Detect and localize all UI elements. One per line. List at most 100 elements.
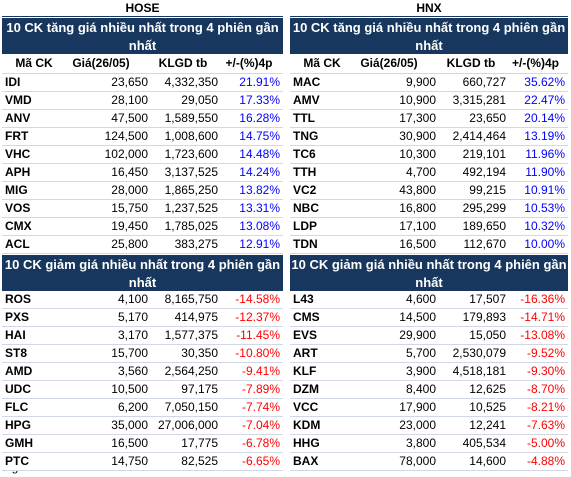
cell: 19,450	[111, 219, 148, 233]
cell: 17,100	[399, 219, 436, 233]
table-row: HPG 35,000 27,006,000 -7.04%	[2, 417, 283, 435]
cell: -9.52%	[526, 346, 565, 360]
column-header: Mã CK Giá(26/05) KLGD tb +/-(%)4p	[290, 54, 568, 74]
table-row: VC2 43,800 99,215 10.91%	[290, 182, 568, 200]
cell: -12.37%	[235, 310, 280, 324]
cell: 112,670	[463, 237, 507, 251]
cell: HPG	[5, 418, 32, 432]
table-row: VOS 15,750 1,237,525 13.31%	[2, 200, 283, 218]
cell: ANV	[5, 111, 31, 125]
cell: 17,900	[399, 400, 436, 414]
cell: 25,800	[111, 237, 148, 251]
table-row: DZM 8,400 12,625 -8.70%	[290, 381, 568, 399]
table-row: CMX 19,450 1,785,025 13.08%	[2, 218, 283, 236]
market-panel: HNX 10 CK tăng giá nhiều nhất trong 4 phi…	[290, 0, 568, 471]
table-row: EVS 29,900 15,050 -13.08%	[290, 327, 568, 345]
column-label: KLGD tb	[158, 56, 208, 70]
cell: 10.00%	[524, 237, 565, 251]
cell: ACL	[5, 237, 30, 251]
cell: 4,700	[405, 165, 436, 179]
cell: 219,101	[462, 147, 506, 161]
cell: -13.08%	[520, 328, 565, 342]
table-row: VCC 17,900 10,525 -8.21%	[290, 399, 568, 417]
table-row: ROS 4,100 8,165,750 -14.58%	[2, 291, 283, 309]
cell: 189,650	[462, 219, 506, 233]
cell: 1,589,550	[164, 111, 218, 125]
cell: VOS	[5, 201, 31, 215]
cell: KDM	[293, 418, 321, 432]
cell: 30,350	[181, 346, 218, 360]
cell: 27,006,000	[157, 418, 218, 432]
column-label: Giá(26/05)	[72, 56, 130, 70]
cell: 15,750	[111, 201, 148, 215]
cell: 12,625	[469, 382, 506, 396]
cell: 43,800	[399, 183, 436, 197]
cell: TTH	[293, 165, 317, 179]
table-row: PXS 5,170 414,975 -12.37%	[2, 309, 283, 327]
market-panel: HOSE 10 CK tăng giá nhiều nhất trong 4 ph…	[2, 0, 283, 471]
cell: 35,000	[111, 418, 148, 432]
cell: FRT	[5, 129, 29, 143]
cell: 20.14%	[524, 111, 565, 125]
cell: 29,900	[399, 328, 436, 342]
table-row: FRT 124,500 1,008,600 14.75%	[2, 128, 283, 146]
cell: 2,564,250	[164, 364, 218, 378]
cell: 22.47%	[524, 93, 565, 107]
cell: 28,000	[111, 183, 148, 197]
cell: 12.91%	[239, 237, 280, 251]
cell: 1,785,025	[164, 219, 218, 233]
cell: 5,170	[117, 310, 148, 324]
cell: 1,008,600	[164, 129, 218, 143]
table-row: HAI 3,170 1,577,375 -11.45%	[2, 327, 283, 345]
cell: 3,170	[117, 328, 148, 342]
cell: GMH	[5, 436, 33, 450]
cell: TNG	[293, 129, 319, 143]
cell: VMD	[5, 93, 32, 107]
cell: 414,975	[174, 310, 218, 324]
cell: HHG	[293, 436, 320, 450]
cell: -7.63%	[526, 418, 565, 432]
cell: CMX	[5, 219, 32, 233]
cell: 2,414,464	[452, 129, 506, 143]
table-row: TC6 10,300 219,101 11.96%	[290, 146, 568, 164]
cell: DZM	[293, 382, 319, 396]
market-label: HNX	[290, 0, 568, 17]
cell: UDC	[5, 382, 31, 396]
cell: HAI	[5, 328, 26, 342]
table-row: L43 4,600 17,507 -16.36%	[290, 291, 568, 309]
cell: 3,315,281	[452, 93, 506, 107]
cell: 383,275	[174, 237, 218, 251]
cell: -7.04%	[241, 418, 280, 432]
cell: 14.48%	[239, 147, 280, 161]
cell: 30,900	[399, 129, 436, 143]
cell: 15,050	[469, 328, 506, 342]
table-row: PTC 14,750 82,525 -6.65%	[2, 453, 283, 471]
cell: 3,800	[405, 436, 436, 450]
cell: 14,750	[111, 454, 148, 468]
cell: 3,137,525	[164, 165, 218, 179]
table-row: BAX 78,000 14,600 -4.88%	[290, 453, 568, 471]
cell: TDN	[293, 237, 318, 251]
table-row: ANV 47,500 1,589,550 16.28%	[2, 110, 283, 128]
cell: 4,100	[117, 292, 148, 306]
cell: 13.31%	[239, 201, 280, 215]
table-row: HHG 3,800 405,534 -5.00%	[290, 435, 568, 453]
cell: -14.71%	[520, 310, 565, 324]
cell: 23,000	[399, 418, 436, 432]
cell: 35.62%	[524, 75, 565, 89]
cell: -8.70%	[526, 382, 565, 396]
cell: -11.45%	[236, 328, 280, 342]
cell: LDP	[293, 219, 317, 233]
cell: 14,500	[399, 310, 436, 324]
cell: PTC	[5, 454, 29, 468]
cell: 47,500	[111, 111, 148, 125]
cell: 7,050,150	[164, 400, 218, 414]
cell: -16.36%	[520, 292, 565, 306]
cell: 102,000	[104, 147, 148, 161]
section-title: 10 CK giảm giá nhiều nhất trong 4 phiên …	[2, 254, 283, 291]
cell: 11.96%	[525, 147, 565, 161]
cell: 16,500	[111, 436, 148, 450]
cell: 17,775	[181, 436, 218, 450]
cell: MAC	[293, 75, 321, 89]
